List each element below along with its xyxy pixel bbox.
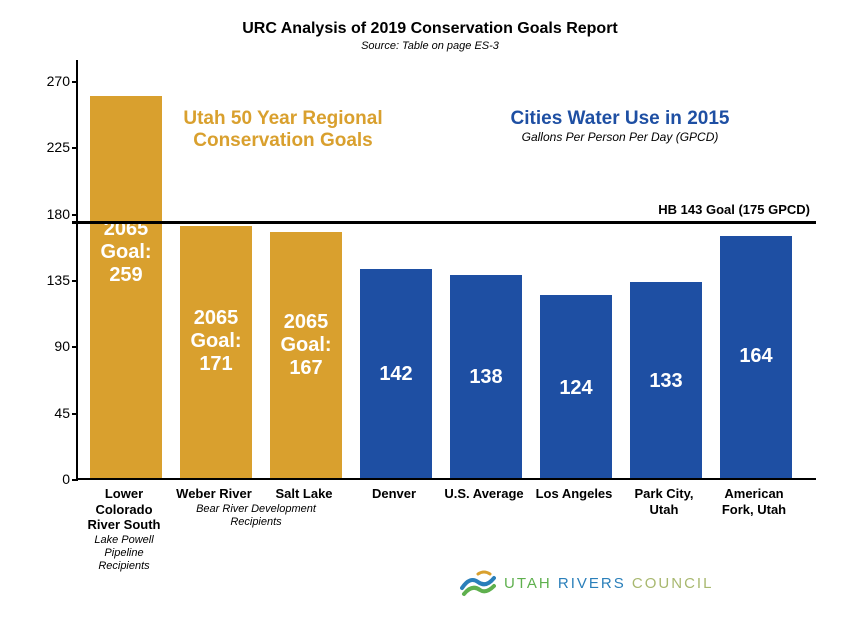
bar-los-angeles: 124: [540, 295, 612, 478]
x-label: Los Angeles: [532, 486, 616, 502]
bar-value-label: 138: [450, 366, 522, 389]
legend-cities-water-use: Cities Water Use in 2015 Gallons Per Per…: [465, 108, 775, 144]
legend-city-title: Cities Water Use in 2015: [465, 108, 775, 130]
bar-value-label: 142: [360, 363, 432, 386]
x-label: American Fork, Utah: [712, 486, 796, 517]
y-tick-label: 45: [40, 405, 70, 421]
x-label: Park City, Utah: [622, 486, 706, 517]
x-label: Denver: [352, 486, 436, 502]
bar-value-label: 2065Goal:167: [270, 311, 342, 380]
hb143-goal-line: [72, 221, 816, 224]
bar-value-label: 2065Goal:171: [180, 307, 252, 376]
x-label: Salt Lake: [262, 486, 346, 502]
x-label: U.S. Average: [442, 486, 526, 502]
hb143-goal-label: HB 143 Goal (175 GPCD): [658, 202, 810, 217]
bar-value-label: 133: [630, 370, 702, 393]
utah-rivers-council-logo: UTAH RIVERS COUNCIL: [460, 568, 713, 600]
legend-conservation-goals: Utah 50 Year Regional Conservation Goals: [168, 108, 398, 152]
bar-weber-river: 2065Goal:171: [180, 226, 252, 478]
bar-lower-colorado-river-south: 2065Goal:259: [90, 96, 162, 478]
legend-goal-line1: Utah 50 Year Regional: [183, 108, 382, 129]
chart-subtitle: Source: Table on page ES-3: [0, 40, 860, 52]
logo-text: UTAH RIVERS COUNCIL: [504, 575, 713, 593]
bar-u-s-average: 138: [450, 275, 522, 478]
bar-park-city-utah: 133: [630, 282, 702, 478]
y-tick-label: 0: [40, 471, 70, 487]
x-label: Weber RiverBear River Development Recipi…: [172, 486, 256, 529]
legend-city-sub: Gallons Per Person Per Day (GPCD): [465, 130, 775, 144]
x-label: Lower Colorado River SouthLake Powell Pi…: [82, 486, 166, 573]
bar-american-fork-utah: 164: [720, 236, 792, 478]
y-tick-label: 225: [40, 139, 70, 155]
bar-value-label: 2065Goal:259: [90, 218, 162, 287]
bar-denver: 142: [360, 269, 432, 478]
bar-salt-lake: 2065Goal:167: [270, 232, 342, 478]
legend-goal-line2: Conservation Goals: [193, 130, 373, 151]
y-tick-label: 180: [40, 206, 70, 222]
bar-value-label: 164: [720, 345, 792, 368]
y-tick-label: 135: [40, 272, 70, 288]
y-tick-label: 90: [40, 338, 70, 354]
bar-value-label: 124: [540, 377, 612, 400]
chart-title: URC Analysis of 2019 Conservation Goals …: [0, 20, 860, 38]
y-tick-label: 270: [40, 73, 70, 89]
logo-icon: [460, 568, 496, 600]
